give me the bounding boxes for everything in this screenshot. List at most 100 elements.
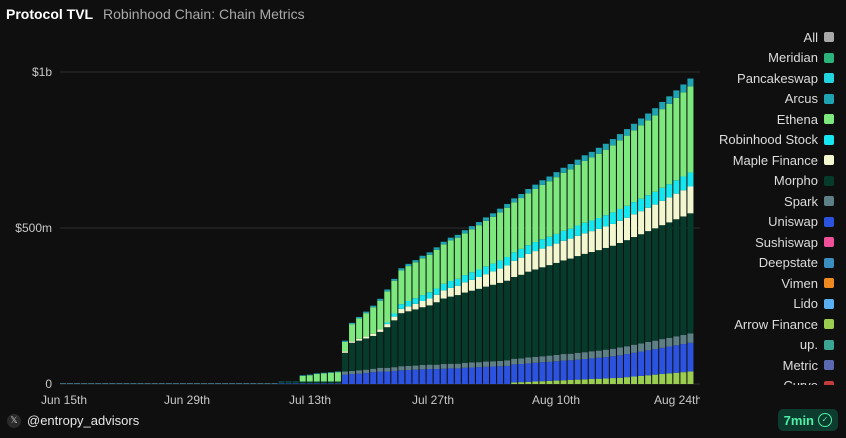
bar-segment: [172, 383, 179, 384]
stacked-bar-chart: 0 $500m $1b Jun 15th Jun 29th Jul 13th Jul 27t…: [15, 65, 700, 407]
bar-segment: [574, 159, 581, 165]
bar-segment: [616, 347, 623, 356]
bar-segment: [433, 302, 440, 365]
bar-segment: [616, 220, 623, 243]
bar-segment: [419, 301, 426, 308]
bar-segment: [405, 311, 412, 366]
bar-segment: [349, 342, 356, 371]
bar-segment: [440, 244, 447, 284]
bar-segment: [638, 198, 645, 212]
bar-segment: [405, 301, 412, 307]
legend-swatch: [824, 73, 834, 84]
freshness-badge[interactable]: 7min ✓: [777, 409, 838, 431]
legend-item[interactable]: Arrow Finance: [706, 314, 846, 335]
bar-segment: [426, 369, 433, 384]
bar-segment: [673, 97, 680, 181]
bar-segment: [490, 213, 497, 217]
bar-segment: [370, 368, 377, 373]
bar-segment: [327, 372, 334, 373]
legend-item[interactable]: Robinhood Stock: [706, 130, 846, 151]
bar-segment: [581, 160, 588, 223]
legend-item[interactable]: Morpho: [706, 171, 846, 192]
bar-segment: [659, 109, 666, 188]
bar-segment: [539, 248, 546, 268]
bar-segment: [645, 195, 652, 208]
legend-item[interactable]: Metric: [706, 355, 846, 376]
x-logo-icon: 𝕏: [7, 413, 21, 428]
bar-segment: [624, 346, 630, 355]
bar-segment: [412, 298, 419, 304]
bar-segment: [581, 155, 588, 161]
bar-segment: [673, 336, 680, 346]
bar-segment: [574, 164, 581, 226]
legend-item[interactable]: Deepstate: [706, 253, 846, 274]
bar-segment: [377, 371, 384, 384]
bar-segment: [631, 237, 638, 345]
bar-segment: [468, 279, 475, 291]
bar-segment: [588, 220, 595, 232]
legend-item[interactable]: Meridian: [706, 48, 846, 69]
bar-segment: [652, 374, 659, 384]
bar-segment: [264, 383, 271, 384]
bar-segment: [687, 78, 694, 87]
bar-segment: [652, 204, 659, 229]
legend-swatch: [824, 319, 834, 330]
legend-item[interactable]: Spark: [706, 191, 846, 212]
bar-segment: [532, 189, 539, 243]
bar-segment: [490, 271, 497, 285]
bar-segment: [504, 265, 511, 281]
bar-segment: [638, 343, 645, 352]
bar-segment: [384, 367, 391, 372]
legend-item[interactable]: Maple Finance: [706, 150, 846, 171]
bar-segment: [377, 300, 384, 330]
legend-swatch: [824, 298, 834, 309]
legend-label: Metric: [782, 357, 818, 373]
bar-segment: [659, 225, 666, 340]
legend-item[interactable]: Vimen: [706, 273, 846, 294]
bar-segment: [673, 193, 680, 220]
bar-segment: [193, 383, 200, 384]
bar-segment: [546, 246, 553, 266]
bar-segment: [532, 381, 539, 384]
bar-segment: [609, 245, 616, 349]
bar-segment: [659, 101, 666, 110]
bar-segment: [454, 278, 461, 286]
legend-item[interactable]: Arcus: [706, 89, 846, 110]
bar-segment: [74, 383, 81, 384]
bar-segment: [67, 383, 74, 384]
bar-segment: [504, 365, 511, 384]
legend-item[interactable]: Curve: [706, 376, 846, 385]
bar-segment: [616, 377, 623, 384]
bar-segment: [560, 354, 567, 361]
legend-item[interactable]: Ethena: [706, 109, 846, 130]
bar-segment: [525, 189, 532, 194]
bar-segment: [609, 139, 616, 146]
bar-segment: [588, 151, 595, 158]
bar-segment: [609, 378, 616, 384]
bar-segment: [553, 354, 560, 362]
bar-segment: [525, 357, 532, 364]
legend-swatch: [824, 175, 834, 186]
bar-segment: [511, 198, 518, 203]
bar-segment: [426, 292, 433, 299]
bar-segment: [419, 255, 426, 259]
bar-segment: [363, 336, 370, 339]
bar-segment: [609, 356, 616, 379]
bar-segment: [624, 205, 630, 218]
bar-segment: [525, 363, 532, 382]
bar-segment: [574, 359, 581, 380]
legend-item[interactable]: Lido: [706, 294, 846, 315]
legend-item[interactable]: Uniswap: [706, 212, 846, 233]
bar-segment: [454, 368, 461, 384]
legend-item[interactable]: Sushiswap: [706, 232, 846, 253]
bar-segment: [553, 172, 560, 178]
bar-segment: [602, 378, 609, 384]
bar-segment: [490, 361, 497, 367]
bar-segment: [370, 333, 377, 336]
legend-item[interactable]: Pancakeswap: [706, 68, 846, 89]
legend-item[interactable]: up.: [706, 335, 846, 356]
bar-segment: [595, 147, 602, 154]
bar-segment: [327, 372, 334, 382]
legend-item[interactable]: All: [706, 27, 846, 48]
bar-segment: [588, 351, 595, 359]
